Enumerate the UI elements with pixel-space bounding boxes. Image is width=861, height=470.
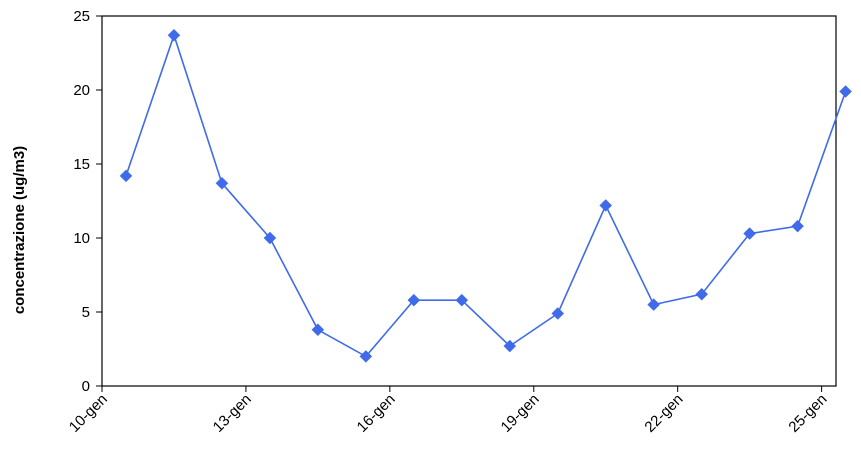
y-axis-title: concentrazione (ug/m3) xyxy=(11,146,28,314)
plot-area xyxy=(102,16,836,386)
y-axis: 0 5 10 15 20 25 xyxy=(73,8,102,395)
series-line xyxy=(126,35,846,356)
y-tick-label: 25 xyxy=(73,8,90,25)
plot-border xyxy=(102,16,836,386)
x-tick-label: 16-gen xyxy=(354,391,399,436)
x-tick-label: 13-gen xyxy=(210,391,255,436)
x-tick-label: 22-gen xyxy=(641,391,686,436)
data-point xyxy=(648,299,660,311)
y-tick-label: 5 xyxy=(82,304,90,321)
x-tick-label: 19-gen xyxy=(498,391,543,436)
data-point xyxy=(312,324,324,336)
x-axis: 10-gen 13-gen 16-gen 19-gen 22-gen 25-gen xyxy=(66,386,831,436)
y-tick-label: 20 xyxy=(73,82,90,99)
data-point xyxy=(600,199,612,211)
data-point xyxy=(168,29,180,41)
y-tick-label: 0 xyxy=(82,378,90,395)
data-point xyxy=(120,170,132,182)
series-layer xyxy=(120,29,852,362)
data-point xyxy=(552,307,564,319)
data-point xyxy=(840,85,852,97)
x-tick-label: 10-gen xyxy=(66,391,111,436)
x-tick-label: 25-gen xyxy=(785,391,830,436)
y-tick-label: 15 xyxy=(73,156,90,173)
y-tick-label: 10 xyxy=(73,230,90,247)
data-point xyxy=(792,220,804,232)
